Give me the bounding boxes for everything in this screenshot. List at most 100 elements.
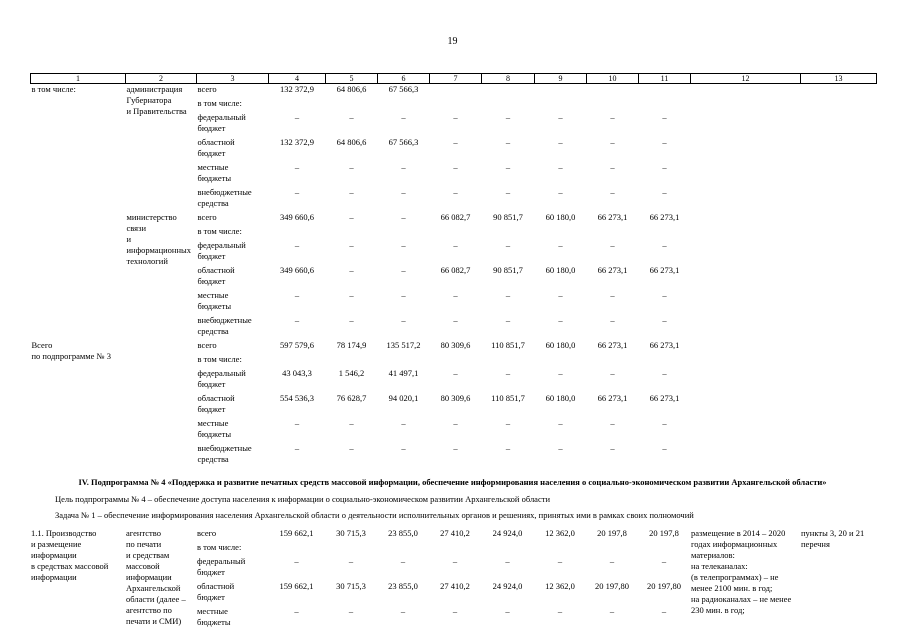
cell-value: 159 662,1: [279, 528, 314, 538]
cell-value: 349 660,6: [280, 265, 314, 275]
cell-value: –: [452, 556, 458, 566]
cell-value: 30 715,3: [336, 528, 366, 538]
table-row: Всего по подпрограмме № 3 всего 597 579,6 7…: [31, 340, 877, 361]
cell-value: –: [662, 418, 667, 428]
cell-value: –: [349, 212, 354, 222]
cell-value: [535, 354, 587, 368]
cell-funding-label: всего: [197, 340, 217, 350]
cell-value: 43 043,3: [282, 368, 312, 378]
cell-legal-ref: [801, 84, 877, 213]
cell-value: –: [505, 315, 511, 325]
cell-value: –: [558, 418, 563, 428]
cell-value: –: [558, 162, 563, 172]
column-number-row: 1 2 3 4 5 6 7 8 9 10 11 12 13: [30, 73, 877, 84]
cell-value: 132 372,9: [280, 84, 314, 94]
cell-value: 60 180,0: [545, 393, 576, 403]
cell-value: –: [661, 606, 667, 616]
cell-value: 60 180,0: [545, 212, 576, 222]
cell-indicator: [691, 212, 801, 340]
cell-value: 66 273,1: [597, 212, 628, 222]
cell-value: 24 924,0: [492, 581, 523, 591]
table-row: областной бюджет 159 662,1 30 715,3 23 855,…: [30, 581, 876, 606]
cell-value: 60 180,0: [545, 340, 576, 350]
cell-value: –: [662, 368, 667, 378]
column-number: 9: [534, 73, 587, 84]
cell-value: 94 020,1: [388, 393, 419, 403]
cell-funding-label: в том числе:: [197, 354, 242, 364]
cell-value: 66 273,1: [649, 393, 680, 403]
column-number: 6: [377, 73, 430, 84]
cell-funding-label: всего: [197, 84, 217, 94]
cell-value: –: [610, 443, 615, 453]
cell-value: –: [505, 162, 511, 172]
column-number: 8: [481, 73, 535, 84]
cell-value: 66 082,7: [440, 212, 471, 222]
cell-funding-label: в том числе:: [197, 542, 242, 552]
cell-value: –: [558, 315, 563, 325]
cell-value: –: [662, 290, 667, 300]
cell-value: –: [609, 606, 615, 616]
cell-legal-ref: [801, 212, 877, 340]
cell-value: [587, 98, 639, 112]
cell-value: –: [610, 315, 615, 325]
budget-table-lower-body: 1.1. Производство и размещение информаци…: [30, 528, 876, 631]
cell-value: –: [505, 556, 510, 566]
cell-value: –: [401, 418, 406, 428]
cell-value: –: [349, 162, 354, 172]
cell-value: –: [401, 240, 406, 250]
cell-indicator: размещение в 2014 – 2020 годах информаци…: [691, 528, 792, 615]
table-row: местные бюджеты – – – – – – – –: [30, 606, 876, 631]
cell-value: –: [401, 187, 406, 197]
cell-activity: Всего по подпрограмме № 3: [31, 340, 112, 361]
cell-value: [429, 542, 481, 556]
table-row: внебюджетные средства – – – – – – – –: [31, 315, 877, 340]
cell-value: –: [453, 290, 458, 300]
cell-value: –: [557, 606, 563, 616]
cell-value: [587, 354, 639, 368]
cell-activity: в том числе:: [31, 84, 76, 94]
cell-value: –: [349, 443, 354, 453]
cell-value: 60 180,0: [545, 265, 576, 275]
cell-value: 80 309,6: [440, 393, 471, 403]
cell-value: –: [505, 187, 511, 197]
cell-funding-label: внебюджетные средства: [197, 187, 252, 208]
cell-activity: [31, 212, 126, 340]
cell-value: [482, 84, 535, 99]
cell-value: 24 924,0: [492, 528, 523, 538]
cell-value: [430, 98, 482, 112]
cell-value: 64 806,6: [336, 137, 367, 147]
subprogram-task-line: Задача № 1 – обеспечение информирования …: [55, 510, 694, 520]
cell-value: [481, 542, 534, 556]
cell-value: [639, 98, 691, 112]
cell-value: –: [349, 418, 354, 428]
table-row: федеральный бюджет – – – – – – – –: [31, 112, 877, 137]
cell-value: 110 851,7: [491, 340, 525, 350]
cell-funding-label: федеральный бюджет: [197, 556, 246, 577]
cell-value: 66 082,7: [440, 265, 471, 275]
cell-funding-label: областной бюджет: [197, 265, 235, 286]
cell-value: 30 715,3: [336, 581, 366, 591]
cell-funding-label: внебюджетные средства: [197, 443, 252, 464]
cell-value: 66 273,1: [597, 265, 628, 275]
cell-value: [639, 226, 691, 240]
table-row: местные бюджеты – – – – – – – –: [31, 418, 877, 443]
cell-value: –: [453, 368, 458, 378]
cell-value: –: [661, 556, 667, 566]
cell-value: [587, 226, 639, 240]
table-row: областной бюджет 554 536,3 76 628,7 94 020,…: [31, 393, 877, 418]
cell-funding-label: всего: [197, 528, 217, 538]
cell-value: –: [453, 315, 458, 325]
cell-funding-label: местные бюджеты: [197, 162, 232, 183]
cell-value: –: [453, 443, 458, 453]
column-number: 10: [586, 73, 639, 84]
cell-value: 132 372,9: [280, 137, 314, 147]
table-row: в том числе:: [31, 98, 877, 112]
cell-value: –: [662, 443, 667, 453]
cell-value: –: [453, 112, 458, 122]
cell-value: [587, 84, 639, 99]
cell-value: –: [294, 162, 300, 172]
cell-value: –: [558, 240, 563, 250]
cell-value: –: [348, 606, 354, 616]
cell-value: 1 546,2: [338, 368, 365, 378]
